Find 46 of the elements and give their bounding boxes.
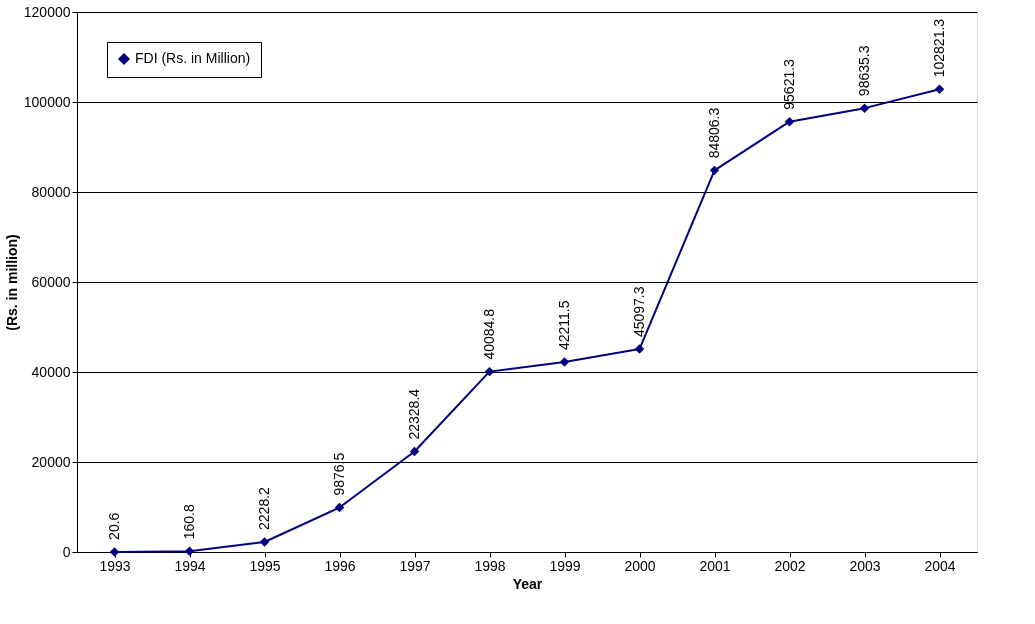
y-tick-label: 20000 xyxy=(31,453,71,470)
point xyxy=(259,537,270,547)
data-label: 95621.3 xyxy=(780,58,797,110)
y-tick-label: 120000 xyxy=(23,3,71,20)
x-tick-label: 1999 xyxy=(549,557,581,574)
x-tick-label: 1997 xyxy=(399,557,431,574)
data-label: 9876.5 xyxy=(330,452,347,496)
point xyxy=(934,84,945,95)
x-tick-label: 1994 xyxy=(174,557,206,574)
point xyxy=(859,103,870,113)
point xyxy=(109,547,120,557)
point xyxy=(184,546,195,557)
y-tick-label: 40000 xyxy=(31,363,71,380)
point xyxy=(634,344,645,354)
x-tick-label: 1995 xyxy=(249,557,281,574)
data-label: 40084.8 xyxy=(480,308,497,360)
x-tick-label: 2001 xyxy=(699,557,731,574)
data-label: 42211.5 xyxy=(555,300,572,351)
x-tick-label: 1998 xyxy=(474,557,506,574)
point xyxy=(409,446,420,457)
x-tick-label: 2002 xyxy=(774,557,806,574)
y-tick-label: 100000 xyxy=(23,93,71,110)
data-label: 160.8 xyxy=(180,504,197,540)
x-axis-title: Year xyxy=(512,575,543,592)
y-tick-label: 80000 xyxy=(31,183,71,200)
point xyxy=(484,366,495,377)
legend-label: FDI (Rs. in Million) xyxy=(135,50,251,66)
x-tick-label: 1993 xyxy=(99,557,131,574)
point xyxy=(334,502,345,513)
data-label: 2228.2 xyxy=(255,486,272,530)
data-label: 20.6 xyxy=(105,512,122,540)
data-label: 102821.3 xyxy=(930,18,947,78)
x-tick-label: 2004 xyxy=(924,557,956,574)
point xyxy=(709,165,720,176)
data-label: 84806.3 xyxy=(705,107,722,159)
x-tick-label: 2000 xyxy=(624,557,656,574)
point xyxy=(784,116,795,127)
data-label: 22328.4 xyxy=(405,388,422,440)
data-label: 45097.3 xyxy=(630,286,647,338)
data-label: 98635.3 xyxy=(855,45,872,97)
x-tick-label: 1996 xyxy=(324,557,356,574)
y-tick-label: 0 xyxy=(62,543,71,560)
y-tick-label: 60000 xyxy=(31,273,71,290)
point xyxy=(559,357,570,367)
x-tick-label: 2003 xyxy=(849,557,881,574)
y-axis-title: (Rs. in million) xyxy=(3,234,20,331)
